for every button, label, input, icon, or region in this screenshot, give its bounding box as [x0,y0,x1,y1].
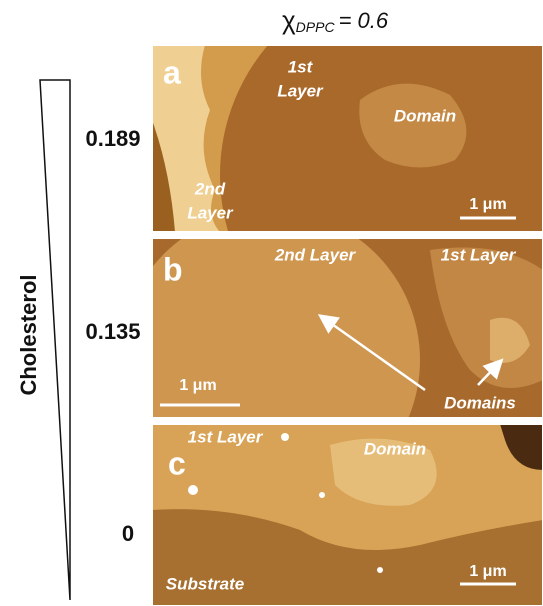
panel-letter: a [163,54,181,90]
annotation: Domain [364,439,426,458]
annotation: Substrate [166,574,244,593]
panel-letter: c [168,445,186,481]
scale-label: 1 μm [179,377,216,394]
annotation: Domains [444,393,516,412]
header: χDPPC= 0.6 [282,5,389,35]
annotation: Domain [394,106,456,125]
chi-symbol: χ [282,5,296,35]
level: 0.189 [85,126,140,151]
level: 0.135 [85,319,140,344]
panel-letter: b [163,251,183,287]
annotation: 1st [288,57,314,76]
annotation: 2nd [194,179,226,198]
annotation: Layer [187,203,234,222]
axis-label: Cholesterol [16,274,41,395]
scale-label: 1 μm [469,563,506,580]
wedge [40,80,70,600]
chi-value: = 0.6 [339,8,389,33]
annotation: 1st Layer [441,245,517,264]
annotation: 2nd Layer [274,245,357,264]
scale-label: 1 μm [469,196,506,213]
annotation: 1st Layer [188,427,264,446]
chi-subscript: DPPC [296,19,336,35]
figure: χDPPC= 0.6 Cholesterol 0.189 0.135 0 a 1… [0,0,543,606]
level: 0 [122,521,134,546]
annotation: Layer [277,81,324,100]
